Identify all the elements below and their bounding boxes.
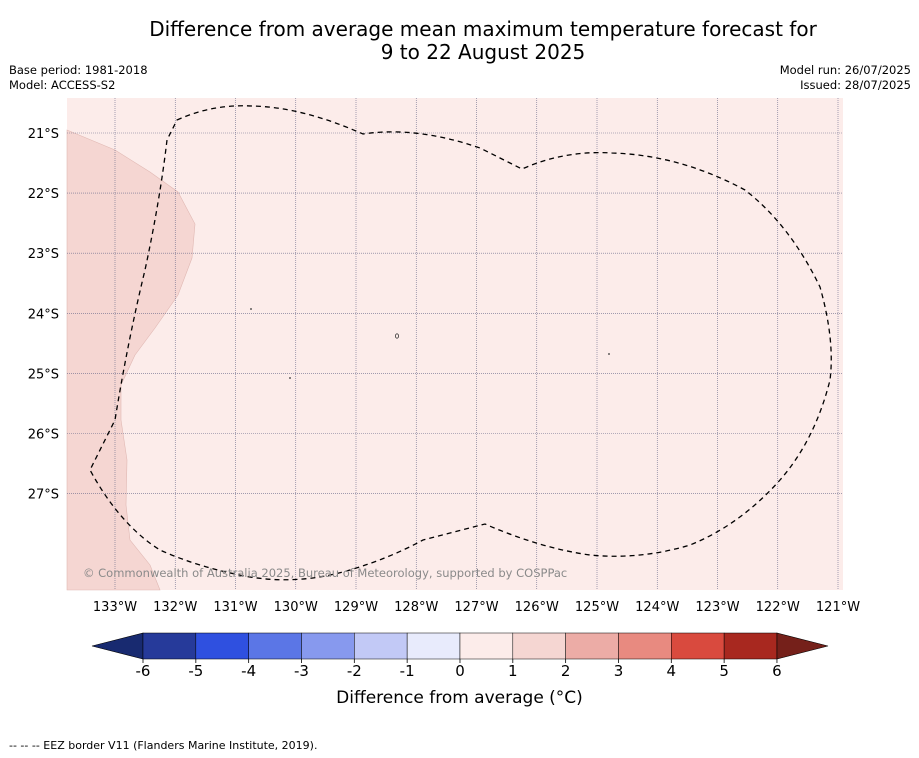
lon-label: 127°W (454, 600, 498, 615)
colorbar-tick-label: -1 (400, 662, 415, 680)
latitude-labels: 21°S 22°S 23°S 24°S 25°S 26°S 27°S (28, 127, 59, 503)
longitude-labels: 133°W 132°W 131°W 130°W 129°W 128°W 127°W 126°W… (93, 600, 860, 615)
lon-label: 128°W (394, 600, 438, 615)
colorbar-tick-label: -6 (136, 662, 151, 680)
map-title: Difference from average mean maximum tem… (0, 18, 919, 64)
lat-label: 27°S (28, 488, 59, 503)
colorbar-tick-label: -2 (347, 662, 362, 680)
eez-footnote: -- -- -- EEZ border V11 (Flanders Marine… (9, 739, 318, 752)
title-line-2: 9 to 22 August 2025 (380, 40, 586, 64)
lon-label: 125°W (575, 600, 619, 615)
colorbar-tick-label: 2 (561, 662, 571, 680)
colorbar-tick-label: 0 (455, 662, 465, 680)
colorbar-bin (354, 632, 408, 660)
lon-label: 133°W (93, 600, 137, 615)
lat-label: 24°S (28, 307, 59, 322)
island (608, 353, 610, 355)
lon-label: 126°W (515, 600, 559, 615)
colorbar-under-arrow (91, 632, 144, 660)
colorbar-bin (723, 632, 778, 660)
colorbar-tick-label: -3 (294, 662, 309, 680)
model-name: Model: ACCESS-S2 (9, 78, 116, 92)
colorbar-bin (565, 632, 619, 660)
colorbar-tick-label: 5 (719, 662, 729, 680)
base-period: Base period: 1981-2018 (9, 63, 148, 77)
lon-label: 121°W (816, 600, 860, 615)
meta-right: Model run: 26/07/2025 Issued: 28/07/2025 (780, 63, 911, 93)
lat-label: 22°S (28, 187, 59, 202)
island (394, 333, 399, 339)
colorbar-bin (618, 632, 672, 660)
colorbar-label: Difference from average (°C) (336, 688, 583, 708)
colorbar-bin (406, 632, 461, 660)
colorbar-bin (459, 632, 514, 660)
lon-label: 129°W (334, 600, 378, 615)
eez-border (89, 105, 832, 581)
colorbar-tick-label: 4 (667, 662, 677, 680)
model-run: Model run: 26/07/2025 (779, 63, 911, 77)
lon-label: 131°W (213, 600, 257, 615)
issued-date: Issued: 28/07/2025 (800, 78, 911, 92)
colorbar-tick-label: 3 (614, 662, 624, 680)
colorbar-bin (301, 632, 355, 660)
colorbar-tick-label: 1 (508, 662, 518, 680)
lon-label: 122°W (756, 600, 800, 615)
lat-label: 26°S (28, 428, 59, 443)
colorbar-bin (512, 632, 566, 660)
copyright-text: © Commonwealth of Australia 2025, Bureau… (83, 566, 567, 580)
lon-label: 132°W (153, 600, 197, 615)
lat-label: 25°S (28, 367, 59, 382)
colorbar-bin (195, 632, 249, 660)
meta-left: Base period: 1981-2018 Model: ACCESS-S2 (9, 63, 148, 93)
colorbar-bin (142, 632, 197, 660)
anomaly-1-2-region (66, 129, 196, 591)
map-area (67, 98, 843, 590)
colorbar-tick-label: -4 (241, 662, 256, 680)
lon-label: 123°W (695, 600, 739, 615)
lat-label: 23°S (28, 247, 59, 262)
island (289, 377, 291, 379)
colorbar-tick-label: -5 (188, 662, 203, 680)
colorbar-bin (671, 632, 725, 660)
lon-label: 130°W (274, 600, 318, 615)
colorbar-tick-label: 6 (772, 662, 782, 680)
island (250, 308, 252, 310)
title-line-1: Difference from average mean maximum tem… (149, 17, 817, 41)
gridlines (67, 98, 843, 590)
lon-label: 124°W (635, 600, 679, 615)
colorbar-over-arrow (776, 632, 829, 660)
lat-label: 21°S (28, 127, 59, 142)
colorbar-bin (248, 632, 302, 660)
colorbar: -6 -5 -4 -3 -2 -1 0 1 2 3 4 5 6 (91, 632, 829, 680)
